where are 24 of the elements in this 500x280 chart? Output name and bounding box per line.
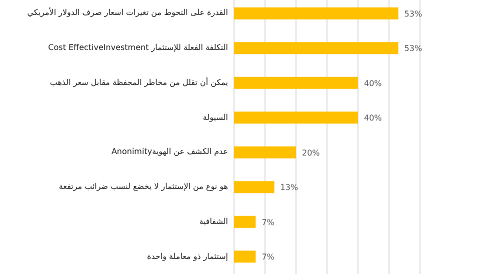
bar [234,7,398,20]
bar [234,112,358,124]
y-tick-label: هو نوع من الإستثمار لا يخضع لنسب ضرائب مرتفعة [58,182,228,192]
y-tick-label: عدم الكشف عن الهويةAnonimity [111,147,228,158]
y-tick-label: القدرة على التحوط من تغيرات اسعار صرف الدولار الأمريكي [27,8,228,18]
y-tick-label: التكلفة الفعلة للإستثمار Cost EffectiveInvestment [48,43,228,54]
y-tick-label: يمكن أن تقلل من مخاطر المحفظة مقابل سعر الذهب [50,78,228,88]
y-tick-label: الشفافية [199,216,228,227]
y-tick-label: إستثمار ذو معاملة واحدة [147,252,228,262]
bar [234,250,256,263]
bar [234,216,256,228]
bar [234,181,274,194]
data-label: 53% [404,44,422,54]
data-label: 7% [262,252,275,262]
data-label: 40% [364,78,382,88]
bar [234,42,398,54]
bar [234,146,296,158]
y-tick-label: السيولة [202,112,228,123]
bar [234,76,358,89]
data-label: 40% [364,114,382,123]
data-label: 13% [280,183,298,192]
data-label: 53% [404,9,422,18]
data-label: 7% [262,218,275,227]
data-label: 20% [302,148,320,158]
